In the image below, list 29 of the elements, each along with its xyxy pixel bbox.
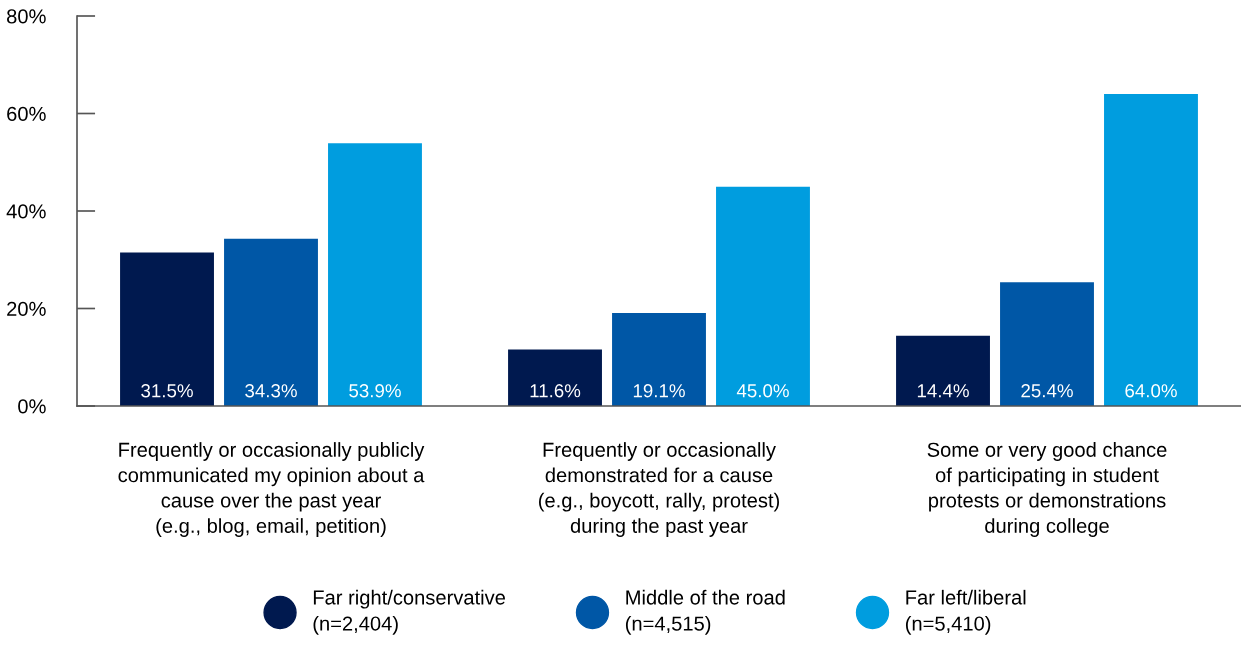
data-label: 31.5%: [141, 384, 193, 398]
y-tick-label: 20%: [7, 301, 46, 316]
x-tick-label: Some or very good chance of participating in student protests or demonstrations during college: [927, 442, 1167, 537]
bar: [224, 238, 318, 406]
bar: [120, 252, 214, 406]
legend-label: Far left/liberal (n=5,410): [905, 589, 1026, 635]
bar: [1104, 94, 1198, 406]
data-label: 53.9%: [349, 384, 401, 398]
bar: [1000, 282, 1094, 406]
legend-label: Middle of the road (n=4,515): [625, 589, 785, 635]
bar: [328, 143, 422, 406]
data-label: 34.3%: [245, 384, 297, 398]
bar: [612, 312, 706, 406]
y-tick-label: 0%: [18, 399, 46, 414]
data-label: 45.0%: [736, 384, 789, 398]
y-tick-label: 40%: [6, 204, 46, 219]
bar: [508, 349, 602, 406]
legend-label: Far right/conservative (n=2,404): [313, 589, 505, 635]
x-tick-label: Frequently or occasionally demonstrated for a cause (e.g., boycott, rally, protest) during the past year: [539, 442, 780, 537]
data-label: 11.6%: [530, 384, 581, 398]
data-label: 64.0%: [1125, 384, 1177, 398]
bar: [896, 335, 990, 406]
data-label: 25.4%: [1021, 384, 1073, 398]
data-label: 19.1%: [633, 384, 685, 398]
y-tick-label: 60%: [7, 106, 46, 121]
y-tick-label: 80%: [7, 9, 46, 24]
bar: [716, 186, 810, 406]
x-tick-label: Frequently or occasionally publicly communicated my opinion about a cause over the past year (e.g., blog, email, petition): [118, 442, 425, 537]
data-label: 14.4%: [917, 384, 969, 398]
